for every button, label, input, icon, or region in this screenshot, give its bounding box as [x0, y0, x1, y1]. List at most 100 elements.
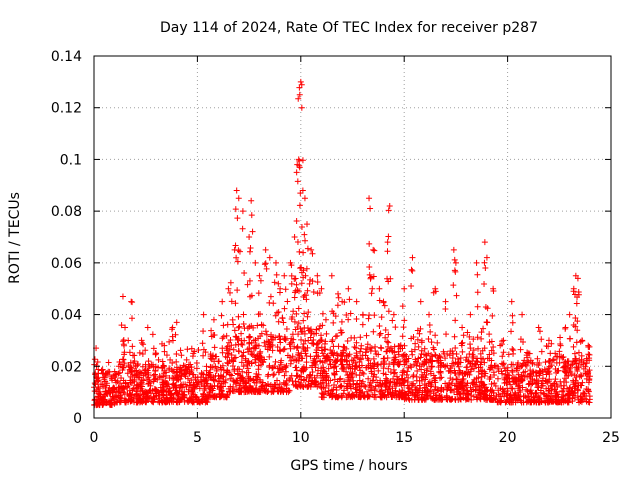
data-point — [497, 398, 504, 405]
data-point — [142, 361, 149, 368]
data-point — [143, 393, 150, 400]
data-point — [298, 367, 305, 374]
data-point — [428, 382, 435, 389]
data-point — [276, 289, 283, 296]
data-point — [112, 392, 119, 399]
data-point — [415, 343, 422, 350]
y-tick-label: 0.04 — [51, 308, 82, 324]
data-point — [169, 333, 176, 340]
data-point — [373, 351, 380, 358]
data-point — [198, 397, 205, 404]
data-point — [442, 380, 449, 387]
data-point — [428, 339, 435, 346]
data-point — [392, 354, 399, 361]
data-point — [471, 376, 478, 383]
data-point — [176, 395, 183, 402]
data-point — [132, 363, 139, 370]
data-point — [325, 382, 332, 389]
data-point — [302, 382, 309, 389]
data-point — [220, 333, 227, 340]
data-point — [370, 355, 377, 362]
data-point — [93, 396, 100, 403]
data-point — [288, 280, 295, 287]
data-point — [457, 359, 464, 366]
data-point — [298, 368, 305, 375]
data-point — [262, 246, 269, 253]
data-point — [313, 379, 320, 386]
data-point — [298, 336, 305, 343]
data-point — [430, 346, 437, 353]
data-point — [228, 351, 235, 358]
data-point — [255, 290, 262, 297]
data-point — [414, 336, 421, 343]
data-point — [453, 292, 460, 299]
data-point — [508, 328, 515, 335]
data-point — [566, 311, 573, 318]
data-point — [293, 310, 300, 317]
data-point — [363, 332, 370, 339]
data-point — [304, 313, 311, 320]
x-axis-label: GPS time / hours — [290, 458, 407, 474]
data-point — [396, 381, 403, 388]
data-point — [545, 385, 552, 392]
data-point — [299, 355, 306, 362]
data-point — [238, 353, 245, 360]
data-point — [500, 349, 507, 356]
data-point — [334, 332, 341, 339]
data-point — [393, 373, 400, 380]
data-point — [310, 288, 317, 295]
data-point — [297, 78, 304, 85]
data-point — [246, 277, 253, 284]
data-point — [200, 391, 207, 398]
data-point — [279, 315, 286, 322]
data-point — [319, 310, 326, 317]
data-point — [167, 390, 174, 397]
data-point — [510, 347, 517, 354]
data-point — [203, 380, 210, 387]
data-point — [338, 318, 345, 325]
data-point — [174, 398, 181, 405]
data-point — [549, 382, 556, 389]
data-point — [504, 367, 511, 374]
data-point — [91, 380, 98, 387]
data-point — [115, 370, 122, 377]
data-point — [341, 378, 348, 385]
data-point — [459, 376, 466, 383]
data-point — [474, 334, 481, 341]
data-point — [329, 337, 336, 344]
data-point — [112, 377, 119, 384]
data-point — [146, 376, 153, 383]
data-point — [533, 369, 540, 376]
data-point — [486, 351, 493, 358]
data-point — [523, 386, 530, 393]
data-point — [486, 331, 493, 338]
data-point — [465, 390, 472, 397]
data-point — [126, 349, 133, 356]
data-point — [575, 382, 582, 389]
data-point — [481, 372, 488, 379]
data-point — [264, 373, 271, 380]
data-point — [561, 375, 568, 382]
data-point — [116, 369, 123, 376]
data-point — [311, 379, 318, 386]
data-point — [578, 396, 585, 403]
data-point — [345, 316, 352, 323]
data-point — [252, 345, 259, 352]
data-point — [397, 345, 404, 352]
data-point — [148, 398, 155, 405]
data-point — [244, 365, 251, 372]
data-point — [304, 344, 311, 351]
data-point — [120, 338, 127, 345]
data-point — [158, 374, 165, 381]
data-point — [278, 357, 285, 364]
data-point — [238, 388, 245, 395]
data-point — [512, 378, 519, 385]
data-point — [585, 344, 592, 351]
data-point — [219, 349, 226, 356]
data-point — [187, 361, 194, 368]
data-point — [111, 374, 118, 381]
data-point — [562, 392, 569, 399]
data-point — [470, 336, 477, 343]
data-point — [376, 331, 383, 338]
data-point — [269, 365, 276, 372]
